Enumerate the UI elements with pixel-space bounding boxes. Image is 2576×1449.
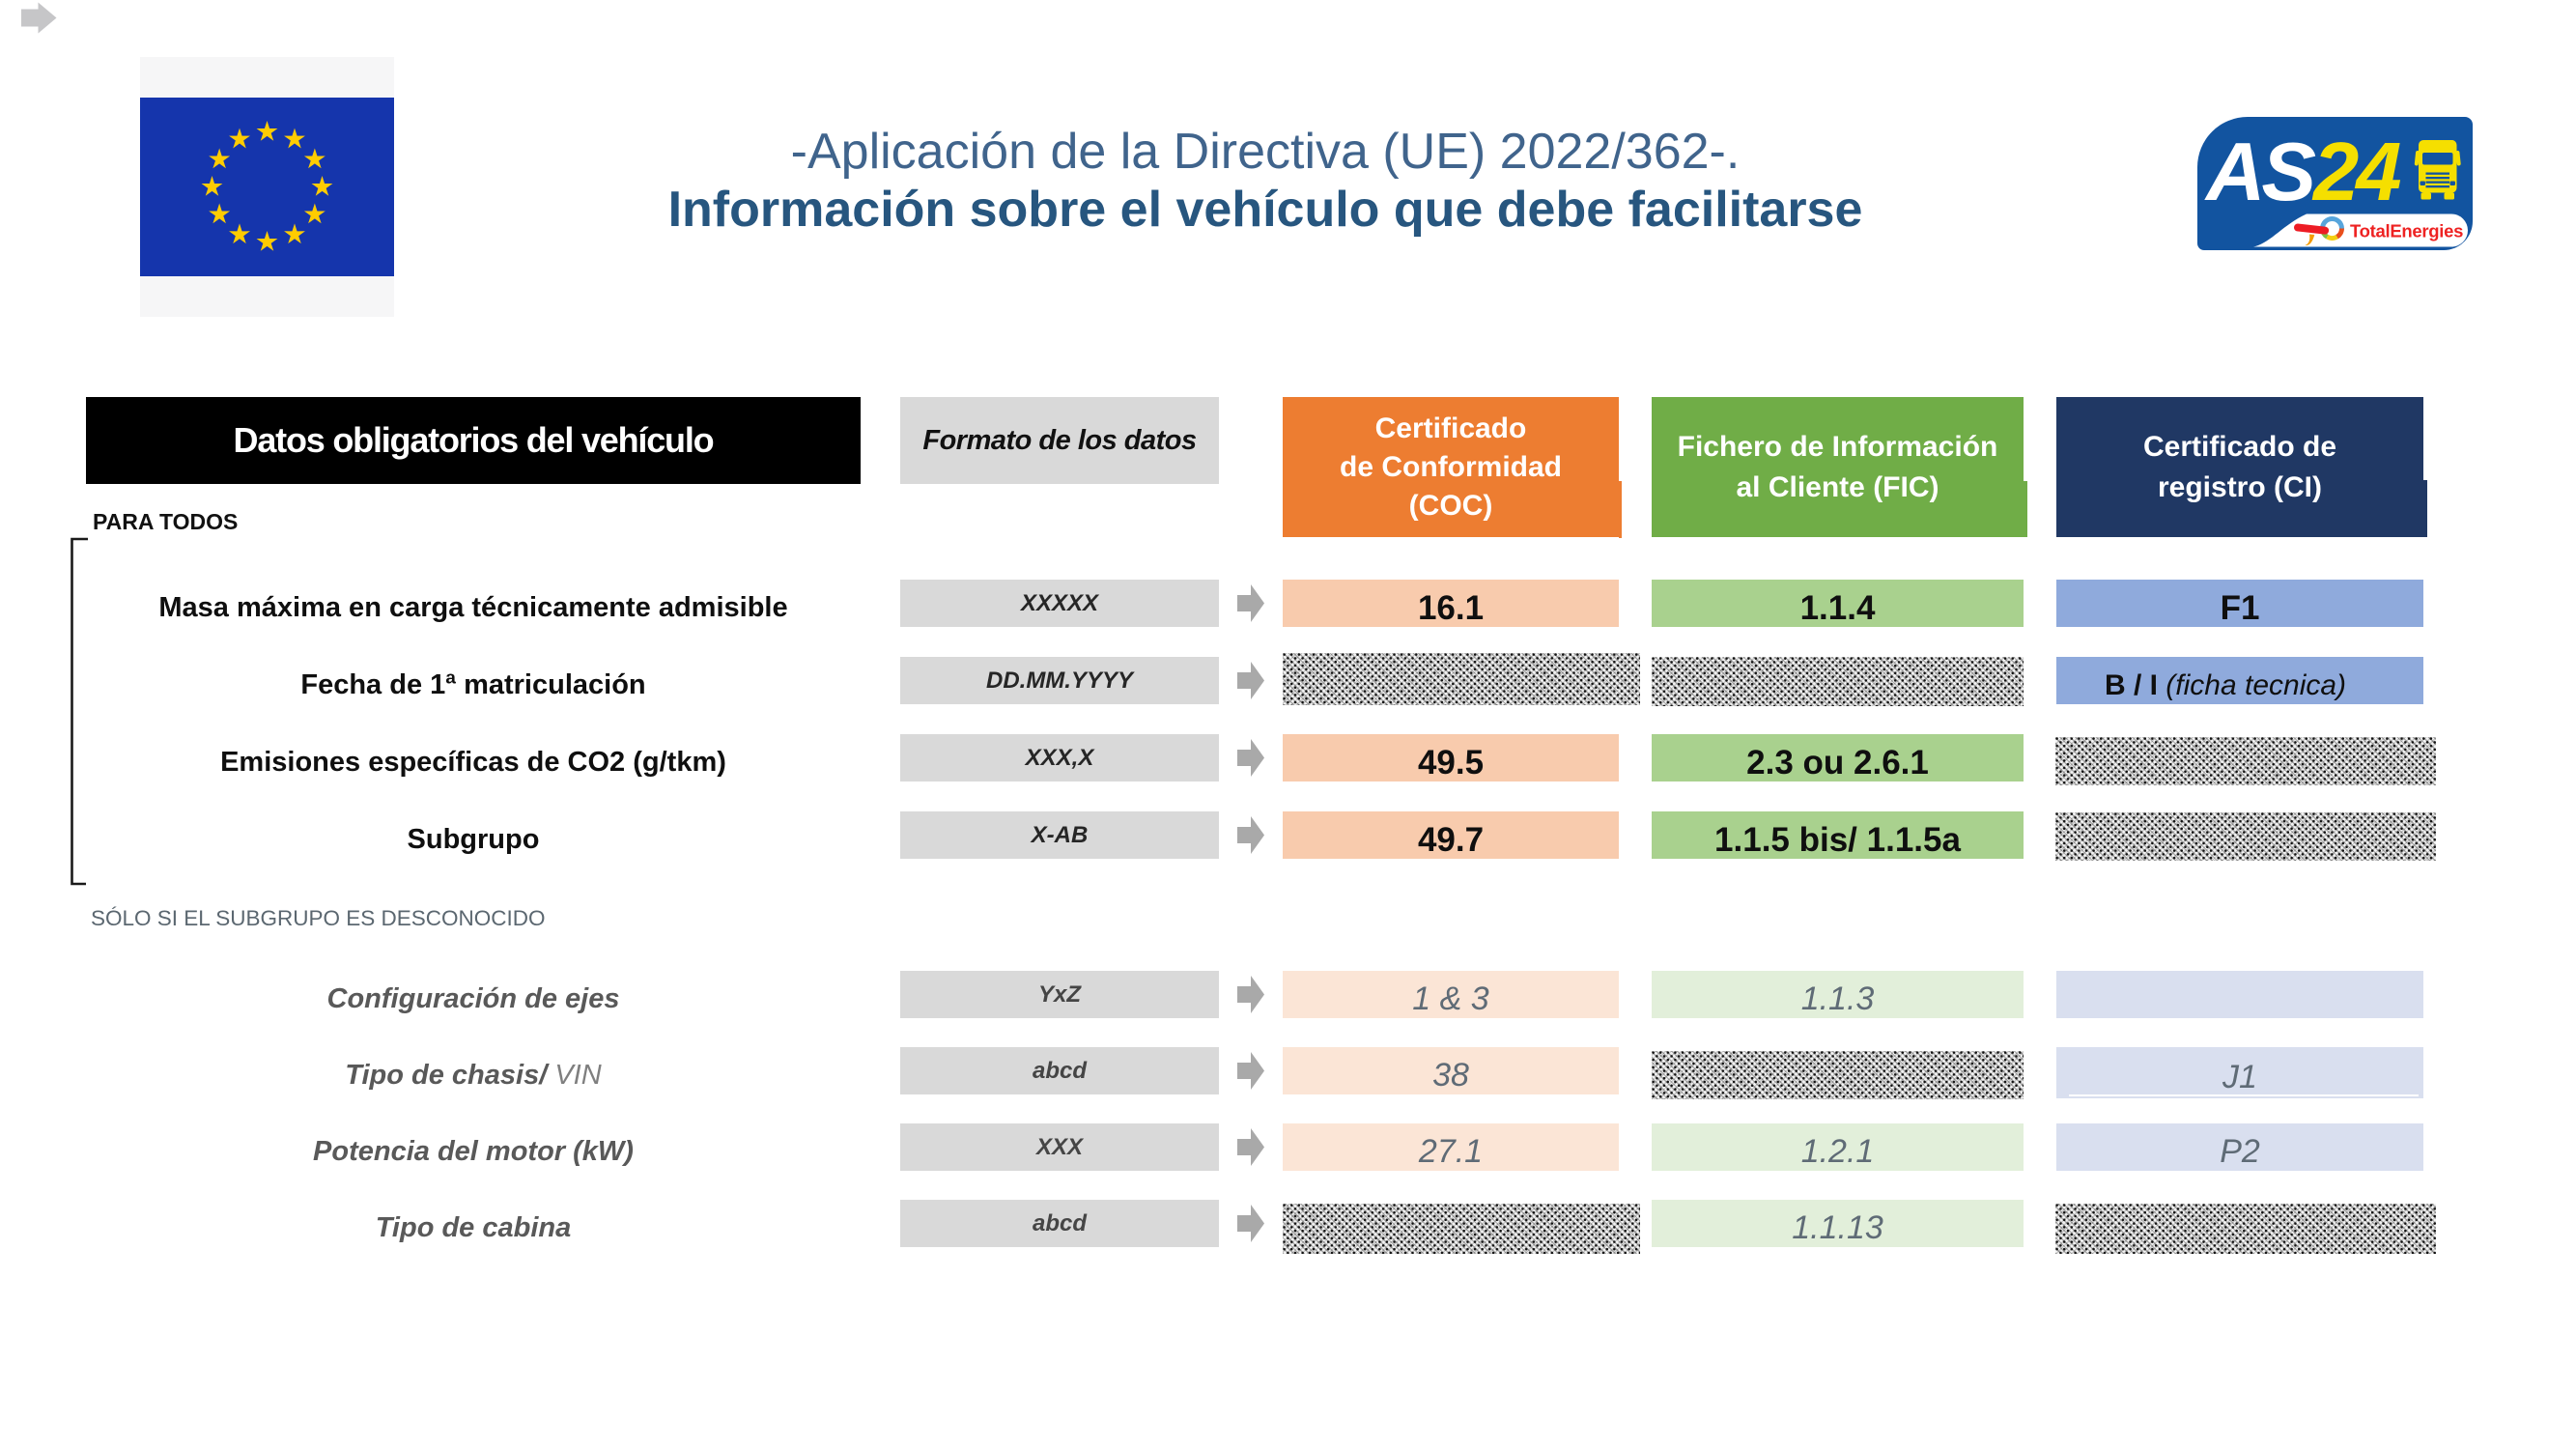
svg-text:24: 24 [2311, 127, 2400, 218]
svg-text:TotalEnergies: TotalEnergies [2350, 221, 2463, 242]
svg-text:AS: AS [2204, 127, 2315, 218]
